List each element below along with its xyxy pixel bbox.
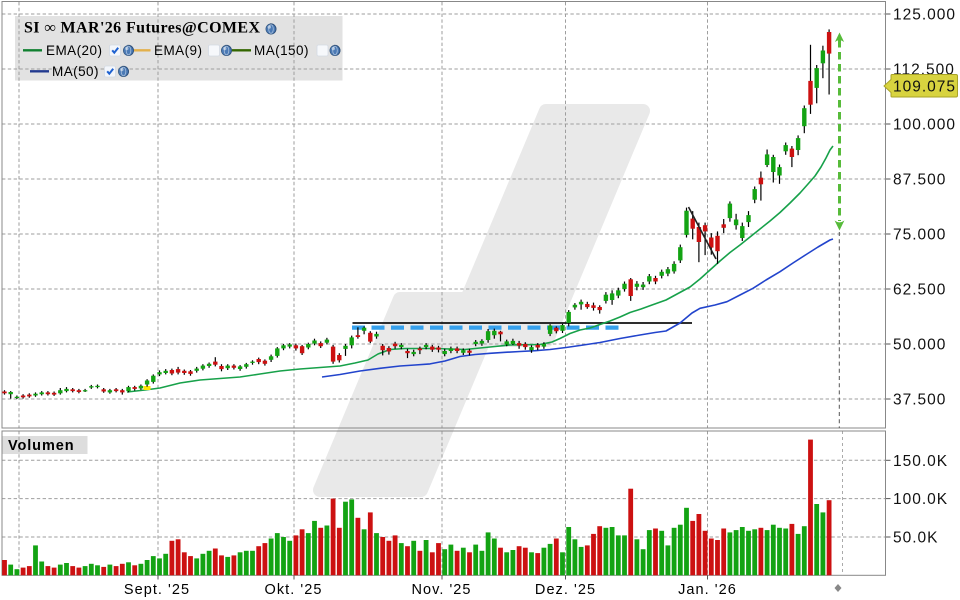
svg-text:50.0K: 50.0K <box>893 530 939 547</box>
svg-text:Volumen: Volumen <box>8 438 74 454</box>
svg-text:37.500: 37.500 <box>893 392 946 409</box>
svg-text:50.000: 50.000 <box>893 337 946 354</box>
svg-text:MA(150): MA(150) <box>254 43 309 58</box>
svg-text:109.075: 109.075 <box>893 79 956 96</box>
svg-text:EMA(9): EMA(9) <box>154 43 202 58</box>
svg-text:Dez. '25: Dez. '25 <box>535 582 596 598</box>
svg-text:Jan. '26: Jan. '26 <box>678 582 737 598</box>
svg-text:MA(50): MA(50) <box>52 64 99 79</box>
svg-text:Okt. '25: Okt. '25 <box>265 582 323 598</box>
svg-text:125.000: 125.000 <box>893 7 956 24</box>
svg-text:SI ∞ MAR'26 Futures@COMEX: SI ∞ MAR'26 Futures@COMEX <box>24 20 260 37</box>
svg-text:75.000: 75.000 <box>893 227 946 244</box>
svg-text:62.500: 62.500 <box>893 282 946 299</box>
svg-text:EMA(20): EMA(20) <box>46 43 102 58</box>
svg-text:150.0K: 150.0K <box>893 453 948 470</box>
svg-text:Nov. '25: Nov. '25 <box>411 582 471 598</box>
svg-text:87.500: 87.500 <box>893 172 946 189</box>
svg-text:100.0K: 100.0K <box>893 491 948 508</box>
svg-text:100.000: 100.000 <box>893 117 956 134</box>
svg-text:Sept. '25: Sept. '25 <box>124 582 190 598</box>
